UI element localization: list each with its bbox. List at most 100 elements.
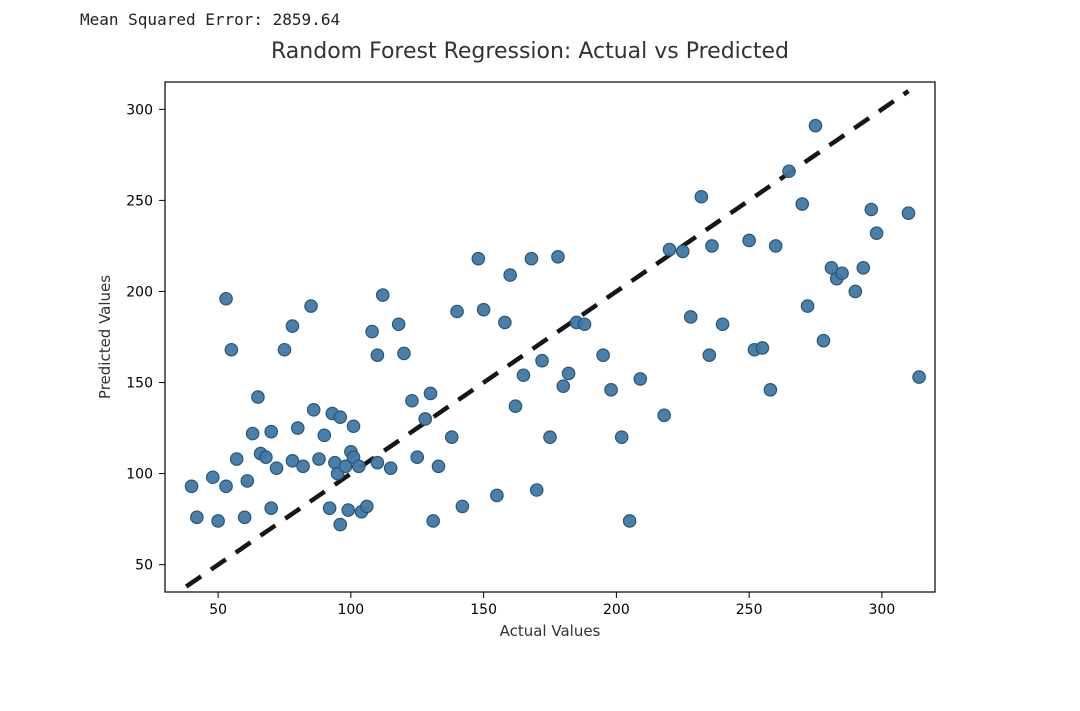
- data-point: [796, 198, 808, 210]
- data-point: [252, 391, 264, 403]
- data-point: [809, 120, 821, 132]
- data-point: [703, 349, 715, 361]
- data-point: [743, 234, 755, 246]
- data-point: [849, 285, 861, 297]
- data-point: [472, 252, 484, 264]
- data-point: [371, 456, 383, 468]
- data-point: [278, 344, 290, 356]
- x-tick-label: 50: [209, 602, 227, 618]
- data-point: [677, 245, 689, 257]
- data-point: [764, 384, 776, 396]
- data-point: [334, 518, 346, 530]
- data-point: [366, 325, 378, 337]
- data-point: [769, 240, 781, 252]
- data-point: [716, 318, 728, 330]
- data-point: [286, 320, 298, 332]
- data-point: [517, 369, 529, 381]
- y-tick-label: 50: [135, 558, 153, 574]
- data-point: [623, 515, 635, 527]
- data-point: [509, 400, 521, 412]
- data-point: [265, 426, 277, 438]
- data-point: [305, 300, 317, 312]
- data-point: [865, 203, 877, 215]
- data-point: [432, 460, 444, 472]
- y-axis-label: Predicted Values: [96, 275, 114, 399]
- data-point: [477, 303, 489, 315]
- data-point: [756, 342, 768, 354]
- y-tick-label: 150: [126, 376, 153, 392]
- data-point: [297, 460, 309, 472]
- data-point: [377, 289, 389, 301]
- data-point: [361, 500, 373, 512]
- data-point: [801, 300, 813, 312]
- scatter-chart: 5010015020025030050100150200250300Actual…: [80, 70, 980, 660]
- data-point: [817, 334, 829, 346]
- data-point: [265, 502, 277, 514]
- data-point: [499, 316, 511, 328]
- data-point: [531, 484, 543, 496]
- y-tick-label: 100: [126, 467, 153, 483]
- data-point: [406, 395, 418, 407]
- data-point: [615, 431, 627, 443]
- data-point: [902, 207, 914, 219]
- data-point: [398, 347, 410, 359]
- data-point: [334, 411, 346, 423]
- data-point: [230, 453, 242, 465]
- data-point: [562, 367, 574, 379]
- data-point: [246, 427, 258, 439]
- data-point: [685, 311, 697, 323]
- data-point: [212, 515, 224, 527]
- data-point: [419, 413, 431, 425]
- data-point: [536, 354, 548, 366]
- data-point: [270, 462, 282, 474]
- data-point: [307, 404, 319, 416]
- data-point: [783, 165, 795, 177]
- data-point: [491, 489, 503, 501]
- data-point: [451, 305, 463, 317]
- x-axis-label: Actual Values: [500, 622, 601, 640]
- data-point: [225, 344, 237, 356]
- x-tick-label: 300: [869, 602, 896, 618]
- data-point: [220, 293, 232, 305]
- data-point: [323, 502, 335, 514]
- data-point: [424, 387, 436, 399]
- data-point: [342, 504, 354, 516]
- data-point: [411, 451, 423, 463]
- data-point: [836, 267, 848, 279]
- y-tick-label: 300: [126, 102, 153, 118]
- data-point: [318, 429, 330, 441]
- data-point: [191, 511, 203, 523]
- data-point: [392, 318, 404, 330]
- data-point: [857, 262, 869, 274]
- data-point: [663, 243, 675, 255]
- data-point: [313, 453, 325, 465]
- data-point: [504, 269, 516, 281]
- y-tick-label: 250: [126, 193, 153, 209]
- data-point: [238, 511, 250, 523]
- data-point: [185, 480, 197, 492]
- data-point: [220, 480, 232, 492]
- data-point: [456, 500, 468, 512]
- data-point: [446, 431, 458, 443]
- y-tick-label: 200: [126, 284, 153, 300]
- x-tick-label: 150: [470, 602, 497, 618]
- data-point: [578, 318, 590, 330]
- data-point: [544, 431, 556, 443]
- data-point: [292, 422, 304, 434]
- mse-output-text: Mean Squared Error: 2859.64: [80, 10, 340, 29]
- data-point: [207, 471, 219, 483]
- data-point: [241, 475, 253, 487]
- data-point: [525, 252, 537, 264]
- data-point: [658, 409, 670, 421]
- data-point: [870, 227, 882, 239]
- data-point: [552, 251, 564, 263]
- data-point: [557, 380, 569, 392]
- chart-container: Random Forest Regression: Actual vs Pred…: [80, 35, 980, 660]
- data-point: [384, 462, 396, 474]
- data-point: [427, 515, 439, 527]
- data-point: [634, 373, 646, 385]
- x-tick-label: 250: [736, 602, 763, 618]
- data-point: [695, 191, 707, 203]
- data-point: [706, 240, 718, 252]
- data-point: [260, 451, 272, 463]
